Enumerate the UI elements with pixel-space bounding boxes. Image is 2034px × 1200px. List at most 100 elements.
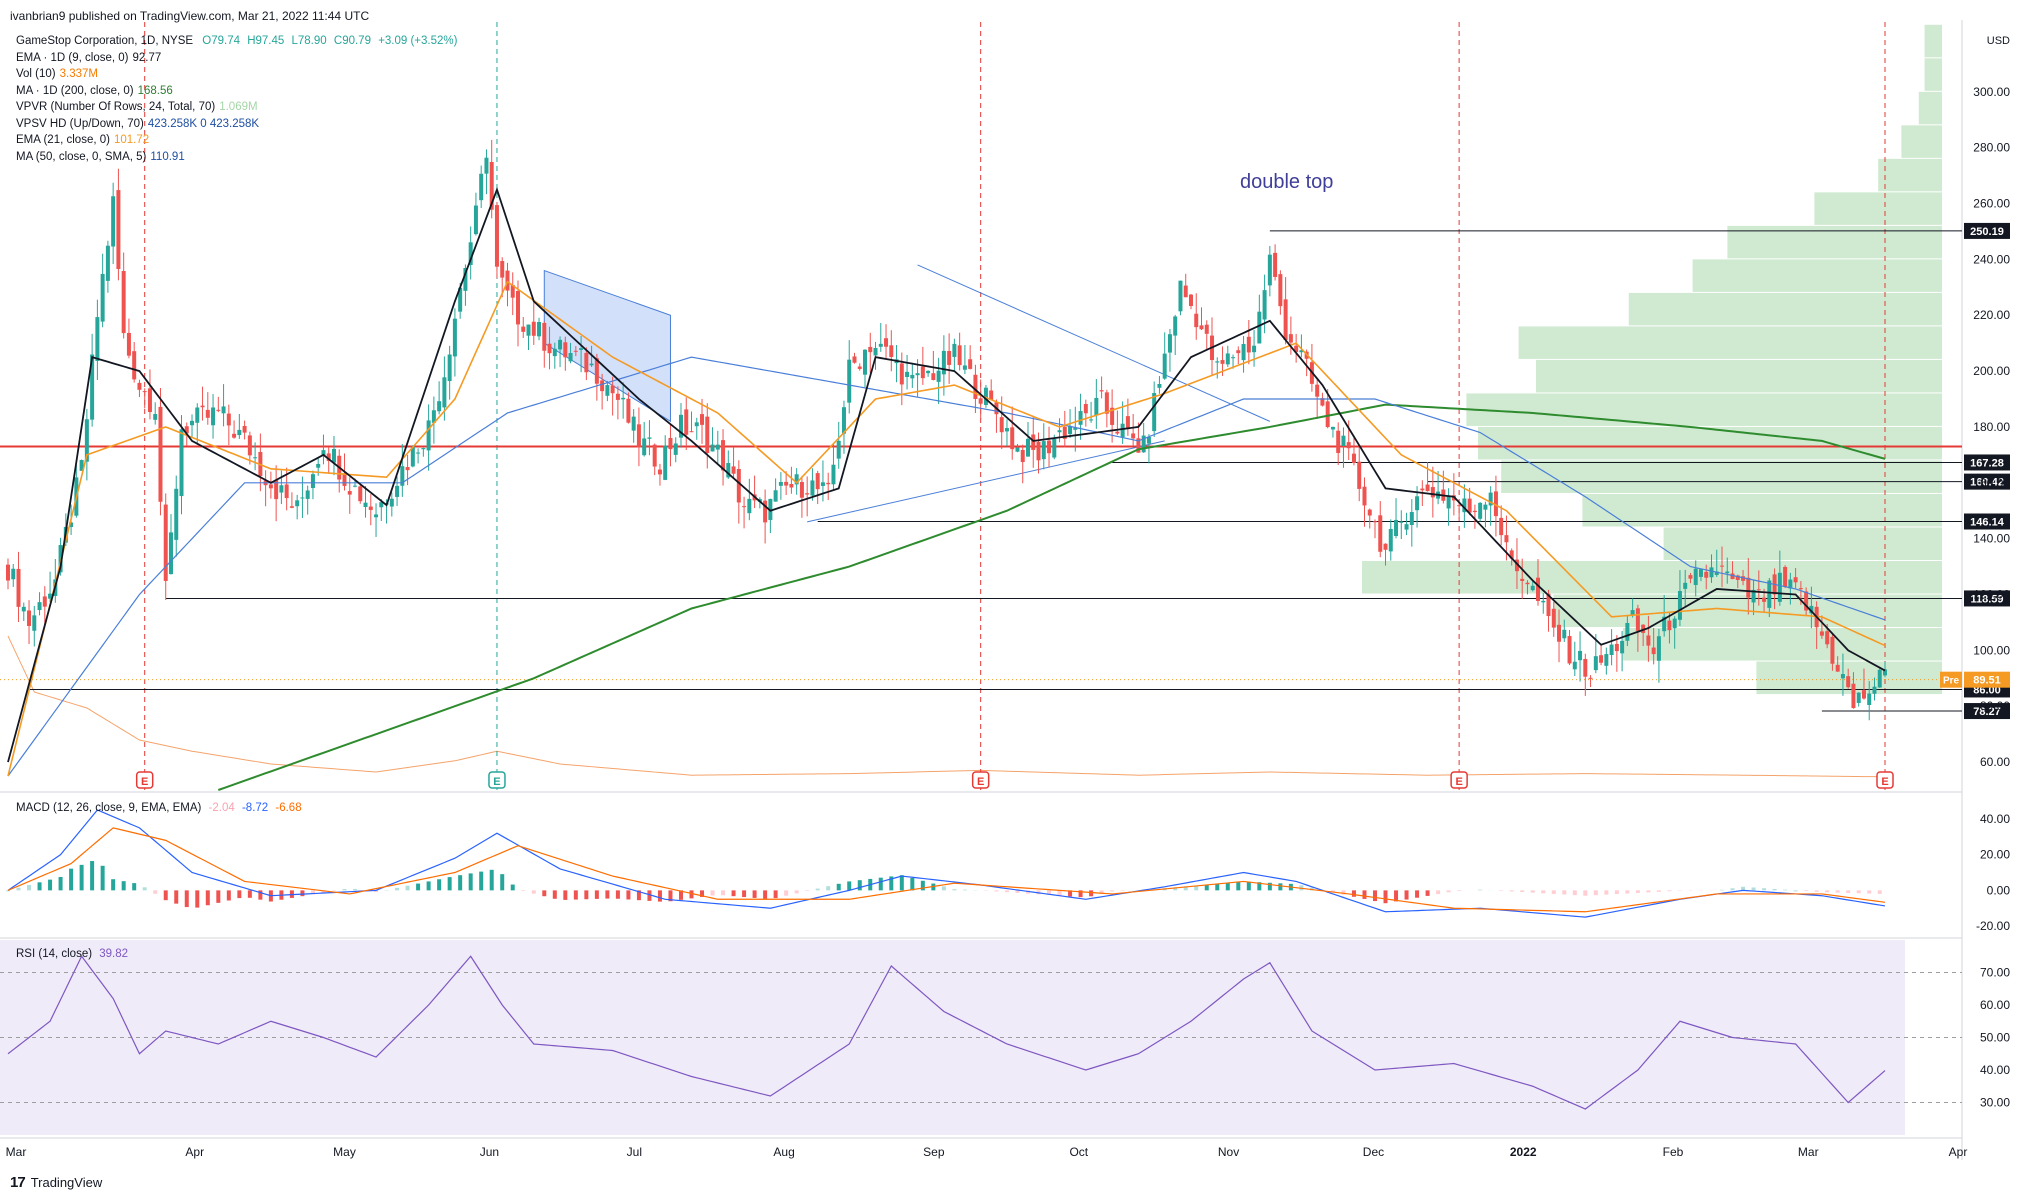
macd-hist-bar bbox=[468, 873, 473, 891]
macd-hist-bar bbox=[69, 868, 74, 891]
macd-hist-bar bbox=[899, 875, 904, 891]
legend-row-label: VPSV HD (Up/Down, 70) bbox=[16, 117, 144, 130]
macd-hist-bar bbox=[1394, 890, 1399, 902]
x-tick-label: Sep bbox=[923, 1145, 945, 1159]
candle-body bbox=[1846, 676, 1851, 688]
candle-body bbox=[747, 498, 752, 514]
candle-body bbox=[873, 347, 878, 356]
candle-body bbox=[1047, 440, 1052, 454]
legend-row: VPVR (Number Of Rows, 24, Total, 70) 1.06… bbox=[16, 99, 457, 116]
candle-body bbox=[1299, 350, 1304, 353]
candle-body bbox=[1804, 591, 1809, 611]
candle-body bbox=[521, 326, 526, 332]
candle-body bbox=[1220, 360, 1225, 364]
candle-body bbox=[1599, 655, 1604, 663]
candle-body bbox=[1557, 624, 1562, 642]
main-legend: GameStop Corporation, 1D, NYSE O79.74 H9… bbox=[16, 33, 457, 165]
candle-body bbox=[768, 498, 773, 520]
macd-hist-bar bbox=[615, 890, 620, 899]
candle-body bbox=[1062, 426, 1067, 439]
macd-hist-bar bbox=[1656, 890, 1661, 892]
level-tag-label: 167.28 bbox=[1970, 457, 2004, 469]
rsi-line bbox=[7, 955, 1886, 1110]
candle-body bbox=[1394, 519, 1399, 536]
macd-hist-bar bbox=[1204, 884, 1209, 891]
macd-hist-bar bbox=[889, 876, 894, 891]
candle-body bbox=[274, 480, 279, 500]
macd-hist-bar bbox=[121, 881, 126, 891]
candle-body bbox=[1662, 616, 1667, 632]
macd-hist-bar bbox=[962, 889, 967, 891]
earnings-marker-icon bbox=[1450, 771, 1468, 789]
macd-hist-bar bbox=[815, 888, 820, 891]
candle-body bbox=[1146, 437, 1151, 444]
ma200-line bbox=[217, 403, 1886, 791]
candle-body bbox=[610, 385, 615, 394]
y-tick-label: 120.00 bbox=[1973, 588, 2010, 602]
candle-body bbox=[1546, 593, 1551, 617]
candle-body bbox=[1872, 686, 1877, 694]
candle-body bbox=[1630, 610, 1635, 616]
candle-body bbox=[1683, 582, 1688, 589]
candle-body bbox=[195, 407, 200, 423]
candle-body bbox=[200, 405, 205, 408]
candle-body bbox=[121, 270, 126, 334]
candle-body bbox=[647, 437, 652, 439]
candle-body bbox=[463, 268, 468, 291]
candle-body bbox=[1131, 433, 1136, 439]
candle-body bbox=[447, 354, 452, 382]
macd-hist-bar bbox=[1362, 890, 1367, 899]
level-tag bbox=[1964, 590, 2010, 607]
x-tick-label: Feb bbox=[1663, 1145, 1684, 1159]
candle-body bbox=[1068, 426, 1073, 435]
candle-body bbox=[884, 338, 889, 347]
earnings-marker-label: E bbox=[1881, 776, 1888, 788]
candle-body bbox=[694, 422, 699, 427]
candle-body bbox=[1825, 631, 1830, 645]
macd-hist-bar bbox=[1015, 890, 1020, 893]
candle-body bbox=[137, 382, 142, 390]
earnings-marker-label: E bbox=[1455, 776, 1462, 788]
macd-hist-bar bbox=[405, 885, 410, 891]
legend-row: EMA · 1D (9, close, 0) 92.77 bbox=[16, 50, 457, 67]
candle-body bbox=[510, 285, 515, 298]
macd-hist-bar bbox=[910, 877, 915, 891]
candle-body bbox=[405, 467, 410, 471]
vpvr-bar bbox=[1918, 91, 1942, 125]
legend-row-label: MA (50, close, 0, SMA, 5) bbox=[16, 150, 147, 163]
macd-hist-bar bbox=[1078, 890, 1083, 898]
macd-hist-bar bbox=[857, 880, 862, 891]
candle-body bbox=[1320, 398, 1325, 406]
macd-hist-bar bbox=[1278, 883, 1283, 891]
macd-hist-bar bbox=[216, 890, 221, 903]
candle-body bbox=[389, 498, 394, 507]
macd-hist-bar bbox=[300, 890, 305, 897]
candle-body bbox=[400, 466, 405, 486]
level-tag bbox=[1964, 473, 2010, 490]
candle-body bbox=[1404, 524, 1409, 530]
publish-line: ivanbrian9 published on TradingView.com,… bbox=[10, 9, 370, 23]
candle-body bbox=[1367, 509, 1372, 516]
candle-body bbox=[79, 460, 84, 471]
vpvr-bar bbox=[1878, 158, 1942, 192]
candle-body bbox=[584, 352, 589, 373]
macd-hist-bar bbox=[1120, 890, 1125, 891]
level-tag-label: 118.59 bbox=[1970, 593, 2003, 605]
candle-body bbox=[989, 390, 994, 400]
candle-body bbox=[589, 363, 594, 366]
macd-hist-bar bbox=[1793, 890, 1798, 892]
earnings-marker-label: E bbox=[493, 776, 500, 788]
candle-body bbox=[1609, 644, 1614, 656]
ohlc-high: H97.45 bbox=[247, 35, 285, 47]
legend-row-value: 1.069M bbox=[219, 101, 258, 113]
currency-label: USD bbox=[1987, 35, 2010, 47]
candle-body bbox=[132, 351, 137, 380]
macd-hist-bar bbox=[647, 890, 652, 901]
candle-body bbox=[1336, 430, 1341, 453]
candle-body bbox=[1136, 438, 1141, 453]
legend-row-label: VPVR (Number Of Rows, 24, Total, 70) bbox=[16, 101, 216, 113]
macd-hist-bar bbox=[1341, 890, 1346, 895]
level-tag-label: 78.27 bbox=[1973, 706, 2001, 718]
footer: 17 TradingView bbox=[10, 1174, 102, 1191]
macd-hist-bar bbox=[1110, 890, 1115, 892]
